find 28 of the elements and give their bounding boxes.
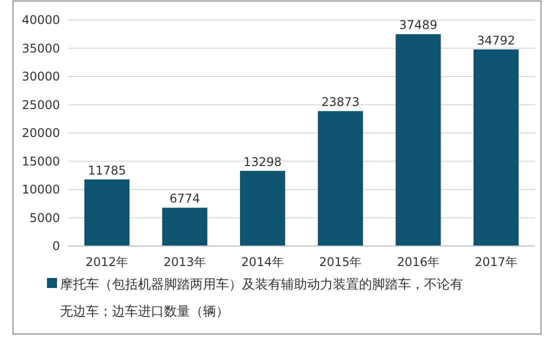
y-tick-label: 0 bbox=[52, 239, 60, 254]
bar bbox=[474, 49, 519, 246]
bar bbox=[396, 34, 441, 246]
data-label: 37489 bbox=[399, 18, 438, 32]
data-label: 23873 bbox=[321, 95, 360, 110]
x-tick-label: 2017年 bbox=[474, 255, 518, 269]
y-tick-label: 25000 bbox=[22, 98, 60, 112]
y-tick-label: 5000 bbox=[29, 210, 60, 225]
y-tick-label: 35000 bbox=[22, 41, 60, 56]
data-label: 13298 bbox=[243, 154, 282, 169]
data-label: 34792 bbox=[476, 33, 516, 48]
x-tick-label: 2016年 bbox=[396, 255, 440, 269]
bar bbox=[318, 111, 363, 246]
y-tick-label: 30000 bbox=[22, 70, 60, 84]
y-tick-label: 20000 bbox=[22, 126, 60, 140]
x-tick-label: 2015年 bbox=[319, 255, 362, 269]
x-tick-label: 2013年 bbox=[163, 255, 206, 269]
bar bbox=[162, 208, 208, 246]
x-tick-label: 2012年 bbox=[86, 255, 128, 269]
data-label: 11785 bbox=[88, 163, 126, 178]
y-tick-label: 40000 bbox=[22, 13, 60, 28]
bar bbox=[240, 170, 286, 246]
x-tick-label: 2014年 bbox=[241, 255, 284, 269]
y-tick-label: 15000 bbox=[22, 154, 60, 168]
legend-label: 摩托车（包括机器脚踏两用车）及装有辅助动力装置的脚踏车，不论有无边车；边车进口数量（辆） bbox=[60, 278, 463, 320]
bar bbox=[84, 179, 130, 246]
y-tick-label: 10000 bbox=[22, 182, 60, 197]
data-label: 6774 bbox=[169, 192, 200, 206]
